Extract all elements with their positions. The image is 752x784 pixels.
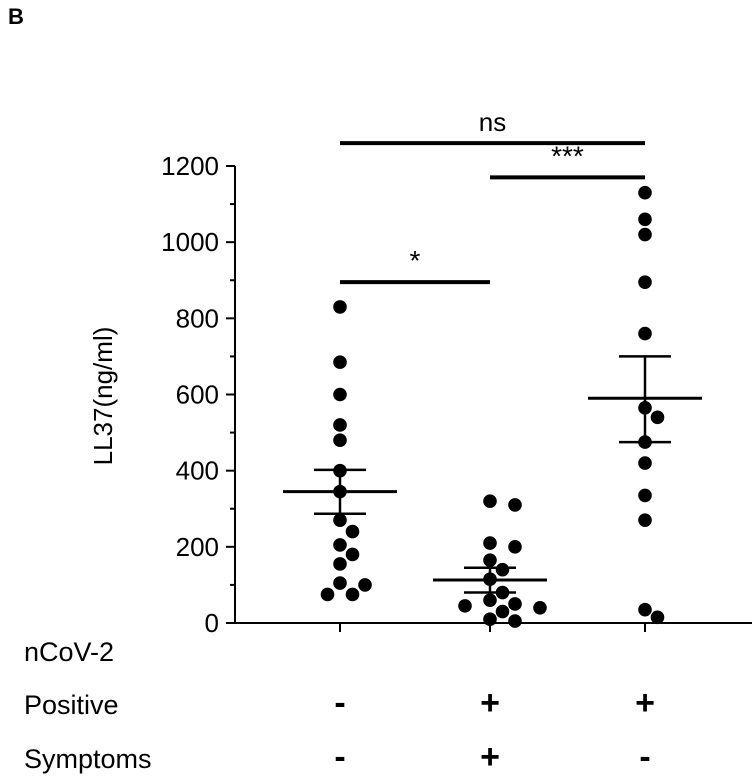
significance-label: ns [479, 107, 506, 137]
data-point [508, 498, 522, 512]
data-point [495, 604, 510, 619]
y-tick-label: 600 [176, 380, 219, 410]
condition-sign: - [334, 684, 346, 722]
data-point [638, 227, 652, 242]
y-tick-label: 0 [205, 608, 219, 635]
condition-row-label: Positive [24, 690, 119, 720]
data-point [333, 538, 347, 552]
data-point [638, 513, 652, 527]
data-point [508, 614, 522, 628]
data-point [333, 557, 347, 571]
data-point [638, 275, 652, 289]
data-point [638, 456, 652, 470]
data-point [483, 536, 497, 550]
y-tick-label: 200 [176, 532, 219, 562]
data-point [638, 326, 652, 341]
data-point [333, 418, 347, 432]
y-tick-label: 400 [176, 456, 219, 486]
y-tick-label: 1200 [161, 151, 219, 181]
chart-points [320, 185, 665, 628]
condition-sign: - [334, 738, 346, 776]
condition-sign: - [639, 738, 651, 776]
panel-letter: B [8, 4, 24, 29]
data-point [638, 488, 652, 503]
data-point [458, 599, 472, 613]
significance-brackets: ****ns [340, 107, 645, 285]
significance-label: *** [551, 140, 584, 171]
data-point [358, 578, 372, 592]
data-point [333, 433, 347, 448]
data-point [333, 513, 347, 527]
data-point [345, 524, 360, 539]
y-axis-label: LL37(ng/ml) [88, 327, 118, 466]
y-tick-label: 800 [176, 303, 219, 333]
data-point [333, 300, 347, 314]
data-point [495, 562, 510, 577]
data-point [345, 547, 360, 562]
condition-sign: + [480, 684, 500, 722]
data-point [345, 587, 360, 602]
significance-label: * [410, 245, 421, 276]
data-point [508, 540, 522, 554]
data-point [508, 597, 522, 611]
data-point [483, 612, 497, 626]
data-point [333, 387, 347, 402]
condition-sign: + [480, 738, 500, 776]
data-point [650, 610, 665, 625]
data-point [333, 576, 347, 590]
condition-row-label: nCoV-2 [24, 637, 115, 667]
condition-sign: + [635, 684, 655, 722]
data-point [333, 355, 347, 369]
data-point [638, 602, 652, 617]
data-point [638, 185, 652, 200]
data-point [483, 553, 497, 567]
data-point [483, 593, 497, 607]
chart-stats [283, 355, 702, 594]
data-point [638, 212, 652, 227]
data-point [650, 410, 665, 425]
condition-row-label: Symptoms [24, 744, 152, 774]
data-point [320, 587, 335, 602]
data-point [533, 600, 547, 615]
data-point [483, 494, 497, 508]
chart-axes: 0 200 400 600 800 1000 1200 [161, 151, 752, 635]
y-tick-label: 1000 [161, 227, 219, 257]
